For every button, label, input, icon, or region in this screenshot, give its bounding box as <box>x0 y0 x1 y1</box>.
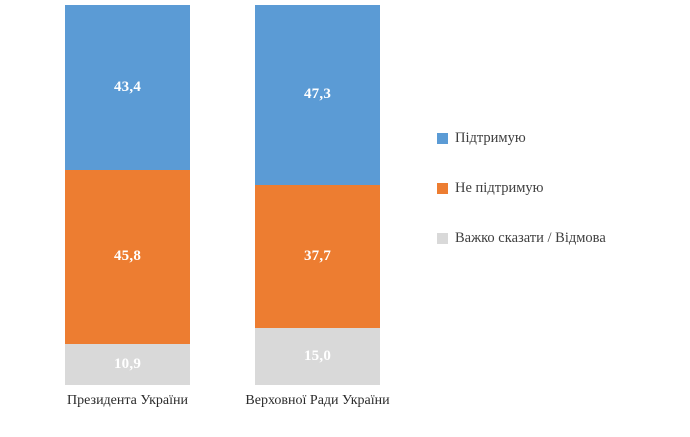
segment-value-label: 47,3 <box>303 86 332 103</box>
segment-value-label: 45,8 <box>113 248 142 265</box>
legend-label: Підтримую <box>455 129 526 146</box>
category-label-0: Президента України <box>67 393 188 408</box>
legend-item-2: Важко сказати / Відмова <box>437 229 606 246</box>
bar-column-0: 43,4 45,8 10,9 <box>65 5 190 385</box>
legend-label: Не підтримую <box>455 179 544 196</box>
segment-value-label: 10,9 <box>113 355 142 372</box>
segment-value-label: 15,0 <box>303 347 332 364</box>
legend-item-0: Підтримую <box>437 129 606 146</box>
bar-segment-1-0: 45,8 <box>65 169 190 344</box>
bar-segment-1-1: 37,7 <box>255 184 380 328</box>
legend-swatch <box>437 232 448 244</box>
plot-area: 43,4 45,8 10,9 47,3 37,7 15,0 <box>65 5 380 385</box>
bar-segment-2-1: 15,0 <box>255 327 380 385</box>
bar-segment-0-0: 43,4 <box>65 5 190 170</box>
legend-swatch <box>437 182 448 194</box>
legend-swatch <box>437 132 448 144</box>
legend-item-1: Не підтримую <box>437 179 606 196</box>
legend-label: Важко сказати / Відмова <box>455 229 606 246</box>
segment-value-label: 37,7 <box>303 247 332 264</box>
bar-column-1: 47,3 37,7 15,0 <box>255 5 380 385</box>
category-label-1: Верховної Ради України <box>245 393 390 408</box>
bar-segment-0-1: 47,3 <box>255 5 380 185</box>
segment-value-label: 43,4 <box>113 78 142 95</box>
bar-segment-2-0: 10,9 <box>65 343 190 385</box>
legend: Підтримую Не підтримую Важко сказати / Від… <box>437 129 606 281</box>
